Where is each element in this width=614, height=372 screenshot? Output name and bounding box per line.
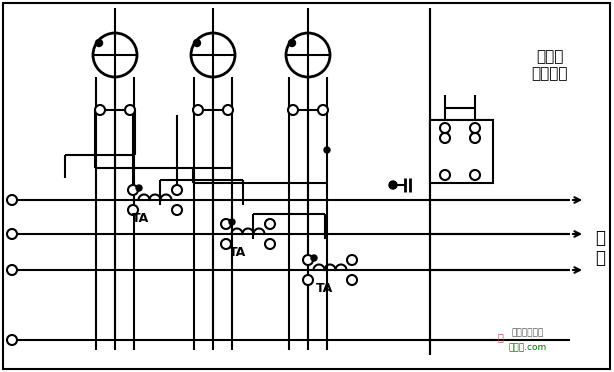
Circle shape	[125, 105, 135, 115]
Text: 接线图.com: 接线图.com	[509, 343, 547, 352]
Circle shape	[303, 275, 313, 285]
Circle shape	[470, 170, 480, 180]
Circle shape	[347, 255, 357, 265]
Circle shape	[193, 105, 203, 115]
Circle shape	[229, 219, 235, 225]
Circle shape	[172, 205, 182, 215]
Circle shape	[7, 195, 17, 205]
Circle shape	[303, 255, 313, 265]
Circle shape	[136, 185, 142, 191]
Circle shape	[440, 170, 450, 180]
Circle shape	[221, 239, 231, 249]
Circle shape	[172, 185, 182, 195]
Text: 电工技术之家: 电工技术之家	[512, 328, 544, 337]
Circle shape	[470, 133, 480, 143]
Circle shape	[7, 335, 17, 345]
Text: 三相四
线电能表: 三相四 线电能表	[532, 49, 568, 81]
Circle shape	[347, 275, 357, 285]
Circle shape	[96, 39, 103, 46]
Circle shape	[324, 147, 330, 153]
Circle shape	[95, 105, 105, 115]
Circle shape	[440, 133, 450, 143]
Bar	[430, 120, 493, 183]
Circle shape	[311, 255, 317, 261]
Circle shape	[193, 39, 201, 46]
Circle shape	[389, 181, 397, 189]
Text: TA: TA	[230, 246, 247, 259]
Circle shape	[470, 123, 480, 133]
Circle shape	[128, 185, 138, 195]
Circle shape	[221, 219, 231, 229]
Circle shape	[265, 219, 275, 229]
Circle shape	[440, 123, 450, 133]
Circle shape	[223, 105, 233, 115]
Circle shape	[288, 105, 298, 115]
Circle shape	[265, 239, 275, 249]
Text: 电: 电	[497, 332, 503, 342]
Circle shape	[128, 205, 138, 215]
Circle shape	[7, 229, 17, 239]
Circle shape	[7, 265, 17, 275]
Circle shape	[318, 105, 328, 115]
Text: TA: TA	[131, 212, 149, 225]
Text: 负
荷: 负 荷	[595, 229, 605, 267]
Circle shape	[289, 39, 295, 46]
Text: TA: TA	[316, 282, 333, 295]
